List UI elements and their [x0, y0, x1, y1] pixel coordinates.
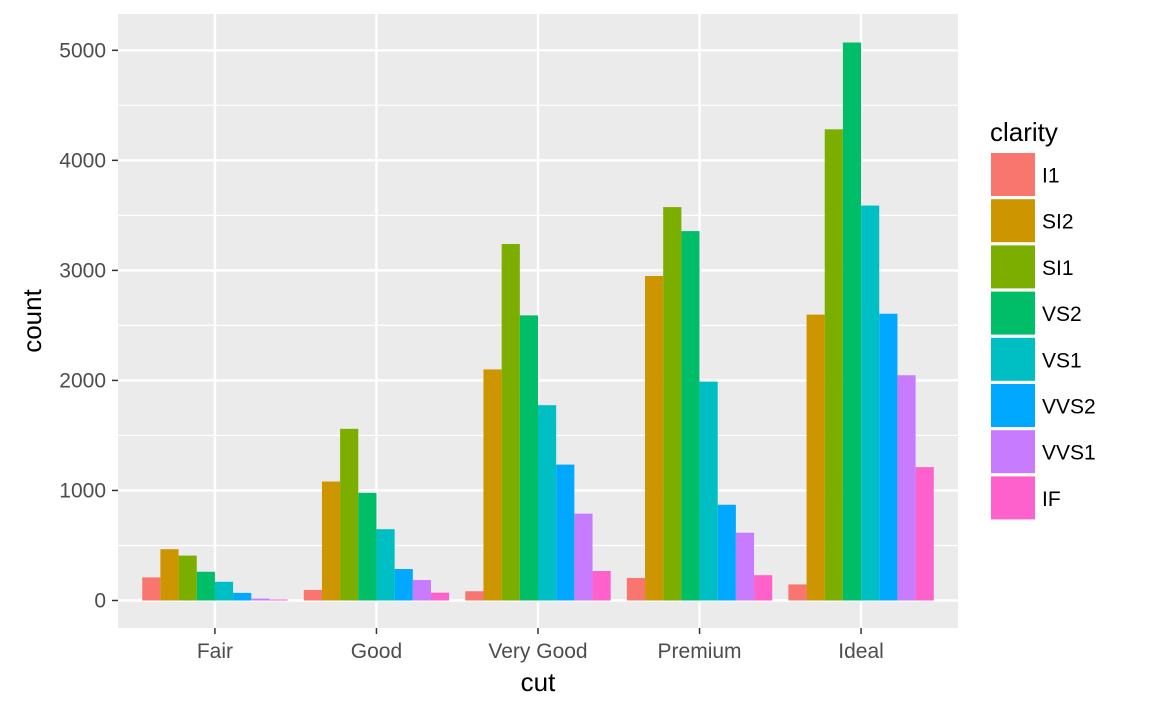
legend-swatch: [991, 199, 1035, 243]
bar: [196, 571, 215, 601]
bar: [321, 481, 341, 601]
bar: [519, 315, 538, 601]
bar: [483, 369, 502, 601]
legend-swatch: [991, 430, 1035, 474]
y-tick-label: 1000: [59, 479, 106, 502]
bar: [842, 42, 862, 601]
bar: [269, 599, 288, 601]
legend-swatch: [991, 384, 1035, 427]
bar: [160, 549, 179, 601]
bar: [663, 207, 682, 601]
bar: [915, 467, 934, 601]
bar: [412, 580, 431, 601]
x-tick-label: Fair: [197, 640, 233, 663]
legend-label: I1: [1042, 165, 1060, 188]
bar: [626, 577, 646, 601]
bar: [178, 555, 197, 601]
y-tick-label: 0: [94, 589, 106, 612]
bar: [681, 231, 700, 601]
legend-swatch: [991, 291, 1035, 335]
legend-swatch: [991, 245, 1035, 289]
legend-label: IF: [1042, 488, 1061, 511]
legend-swatch: [991, 153, 1035, 196]
bar: [788, 584, 807, 601]
bar: [879, 313, 898, 601]
legend-label: VS2: [1042, 303, 1082, 326]
bar: [592, 571, 611, 601]
bar: [376, 529, 395, 601]
bars: [142, 42, 934, 601]
bar: [251, 598, 270, 601]
bar: [645, 275, 664, 601]
bar: [897, 375, 916, 601]
x-axis: Fair Good Very Good Premium Ideal: [197, 628, 884, 663]
y-axis-title: count: [17, 288, 47, 352]
legend-title: clarity: [990, 117, 1058, 147]
bar: [340, 428, 359, 601]
bar: [754, 575, 773, 601]
y-tick-label: 2000: [59, 369, 106, 392]
bar: [214, 581, 234, 601]
bar: [358, 492, 377, 601]
bar: [303, 589, 322, 601]
legend-swatch: [991, 337, 1035, 381]
legend: clarity I1 SI2 SI1 VS2 VS1 VVS2 VVS1 IF: [990, 117, 1096, 520]
legend-label: VS1: [1042, 349, 1082, 372]
bar: [699, 381, 718, 601]
y-tick-label: 5000: [59, 39, 106, 62]
x-tick-label: Very Good: [488, 640, 587, 663]
bar: [394, 569, 413, 601]
x-tick-label: Good: [351, 640, 402, 663]
x-tick-label: Premium: [658, 640, 742, 663]
x-tick-label: Ideal: [838, 640, 884, 663]
bar: [501, 243, 520, 601]
legend-swatch: [991, 476, 1035, 520]
bar: [824, 129, 843, 601]
bar: [430, 592, 450, 601]
legend-label: SI2: [1042, 211, 1074, 234]
bar: [574, 513, 593, 601]
legend-label: VVS1: [1042, 442, 1096, 465]
bar: [735, 532, 755, 601]
y-tick-label: 4000: [59, 149, 106, 172]
y-axis: 0 1000 2000 3000 4000 5000: [59, 39, 118, 612]
bar: [861, 205, 880, 601]
bar: [233, 592, 252, 601]
bar: [806, 314, 825, 601]
bar: [717, 504, 736, 601]
legend-label: SI1: [1042, 257, 1074, 280]
bar: [142, 577, 161, 601]
x-axis-title: cut: [521, 667, 556, 697]
legend-label: VVS2: [1042, 396, 1096, 419]
y-tick-label: 3000: [59, 259, 106, 282]
bar: [538, 405, 557, 601]
bar: [556, 464, 575, 601]
bar: [465, 591, 484, 601]
